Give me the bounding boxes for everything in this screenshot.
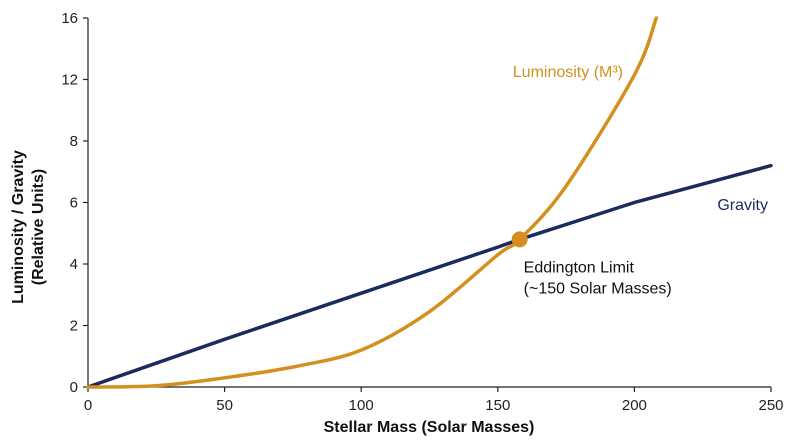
y-axis-title-line1: Luminosity / Gravity (10, 150, 27, 304)
y-tick-label: 6 (70, 195, 78, 212)
y-tick-label: 8 (70, 133, 78, 150)
series-lines (86, 16, 773, 389)
y-tick-label: 4 (70, 256, 78, 273)
labels: Eddington Limit (~150 Solar Masses) Lumino… (511, 64, 768, 297)
eddington-limit-label-line1: Eddington Limit (524, 259, 635, 276)
eddington-limit-marker (511, 231, 528, 248)
y-tick-label: 16 (61, 10, 78, 27)
x-tick-label: 100 (349, 397, 374, 414)
y-tick-label: 12 (61, 72, 78, 89)
luminosity-series-label: Luminosity (M³) (513, 64, 623, 81)
x-tick-label: 50 (216, 397, 233, 414)
y-axis-title-line2: (Relative Units) (30, 169, 47, 285)
x-tick-label: 250 (758, 397, 783, 414)
y-tick-label: 2 (70, 318, 78, 335)
axes (87, 18, 771, 388)
ticks: 0 50 100 150 200 250 0 2 4 6 8 12 16 (61, 10, 783, 414)
y-tick-label: 0 (70, 379, 78, 396)
eddington-limit-label-line2: (~150 Solar Masses) (524, 280, 672, 297)
luminosity-series-line (86, 16, 659, 389)
x-tick-label: 200 (622, 397, 647, 414)
x-tick-label: 150 (485, 397, 510, 414)
x-tick-label: 0 (84, 397, 92, 414)
gravity-series-label: Gravity (717, 197, 768, 214)
x-axis-title: Stellar Mass (Solar Masses) (324, 419, 535, 436)
gravity-series-line (86, 163, 773, 389)
